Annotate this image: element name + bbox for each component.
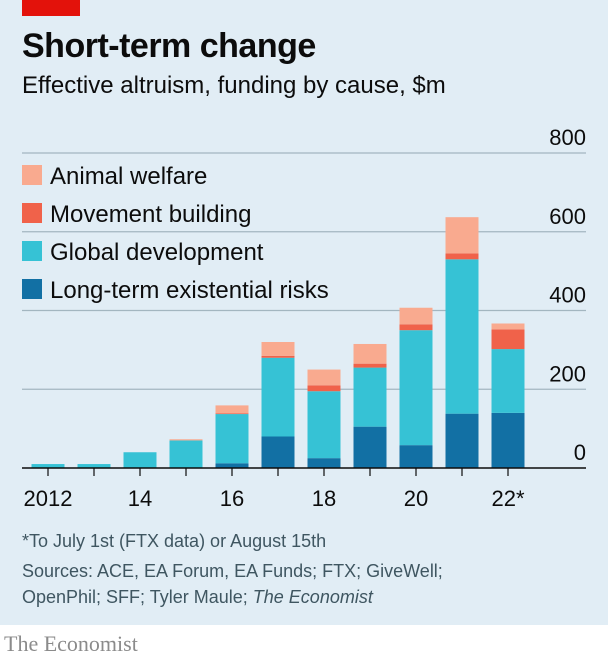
bar-segment <box>491 412 525 468</box>
bar-stack <box>399 307 433 468</box>
legend-item: Movement building <box>22 201 251 228</box>
bar-segment <box>491 349 525 413</box>
bar-segment <box>399 330 433 446</box>
bar-segment <box>169 440 203 468</box>
bar-segment <box>215 405 249 414</box>
bar-stack <box>77 464 111 468</box>
bar-segment <box>77 464 111 468</box>
bar-stack <box>123 452 157 468</box>
x-tick-label: 18 <box>312 486 336 511</box>
bar-stack <box>491 323 525 468</box>
bar-segment <box>261 342 295 356</box>
bar-segment <box>123 452 157 468</box>
y-tick-label: 800 <box>549 125 586 150</box>
legend-swatch <box>22 279 42 299</box>
legend-swatch <box>22 165 42 185</box>
bar-stack <box>445 217 479 468</box>
x-tick-label: 16 <box>220 486 244 511</box>
bar-stack <box>169 439 203 468</box>
bar-stack <box>215 405 249 468</box>
bar-segment <box>261 357 295 437</box>
footnote: *To July 1st (FTX data) or August 15th <box>22 531 327 551</box>
y-tick-label: 400 <box>549 283 586 308</box>
bar-segment <box>169 439 203 441</box>
bar-segment <box>31 464 65 468</box>
bar-stacks <box>31 217 525 468</box>
legend-item: Animal welfare <box>22 163 207 190</box>
bar-segment <box>353 343 387 364</box>
bar-segment <box>215 413 249 415</box>
y-tick-label: 200 <box>549 361 586 386</box>
chart-panel: Short-term change Effective altruism, fu… <box>0 0 608 625</box>
bar-stack <box>353 343 387 468</box>
bar-segment <box>307 369 341 386</box>
sources-note: Sources: ACE, EA Forum, EA Funds; FTX; G… <box>22 558 462 610</box>
chart-title: Short-term change <box>22 27 316 65</box>
y-axis-tick-labels: 0 200 400 600 800 <box>549 125 586 465</box>
x-tick-label: 20 <box>404 486 428 511</box>
bar-segment <box>445 217 479 254</box>
y-tick-label: 0 <box>574 440 586 465</box>
bar-segment <box>491 323 525 330</box>
bar-segment <box>353 367 387 427</box>
bar-segment <box>261 355 295 358</box>
bar-chart: 0 200 400 600 800 2012 14 16 18 20 22* Animal wel… <box>22 125 586 511</box>
bar-segment <box>353 363 387 368</box>
legend-swatch <box>22 241 42 261</box>
bar-segment <box>215 463 249 468</box>
legend-label: Movement building <box>50 201 251 228</box>
legend-item: Global development <box>22 239 264 266</box>
bar-segment <box>353 426 387 468</box>
sources-italic: The Economist <box>252 587 373 607</box>
legend: Animal welfare Movement building Global de… <box>22 163 329 304</box>
x-tick-label: 14 <box>128 486 152 511</box>
bar-segment <box>261 436 295 468</box>
chart-subtitle: Effective altruism, funding by cause, $m <box>22 72 446 99</box>
bar-segment <box>307 458 341 468</box>
bar-segment <box>491 329 525 350</box>
bar-segment <box>307 391 341 459</box>
bar-segment <box>445 259 479 414</box>
bar-segment <box>399 324 433 331</box>
bar-segment <box>445 413 479 468</box>
brand-red-tag <box>22 0 80 16</box>
x-tick-label: 22* <box>491 486 524 511</box>
legend-label: Global development <box>50 239 264 266</box>
legend-swatch <box>22 203 42 223</box>
sources-text: Sources: ACE, EA Forum, EA Funds; FTX; G… <box>22 561 443 607</box>
bar-stack <box>261 342 295 468</box>
bar-stack <box>31 464 65 468</box>
bar-segment <box>307 385 341 392</box>
bar-segment <box>215 414 249 464</box>
bar-segment <box>399 307 433 325</box>
bar-segment <box>445 253 479 260</box>
y-tick-label: 600 <box>549 204 586 229</box>
brand-wordmark: The Economist <box>4 631 138 656</box>
bar-segment <box>399 445 433 468</box>
legend-item: Long-term existential risks <box>22 277 329 304</box>
x-tick-label: 2012 <box>24 486 73 511</box>
legend-label: Animal welfare <box>50 163 207 190</box>
bar-stack <box>307 369 341 468</box>
legend-label: Long-term existential risks <box>50 277 329 304</box>
x-axis: 2012 14 16 18 20 22* <box>22 467 586 511</box>
